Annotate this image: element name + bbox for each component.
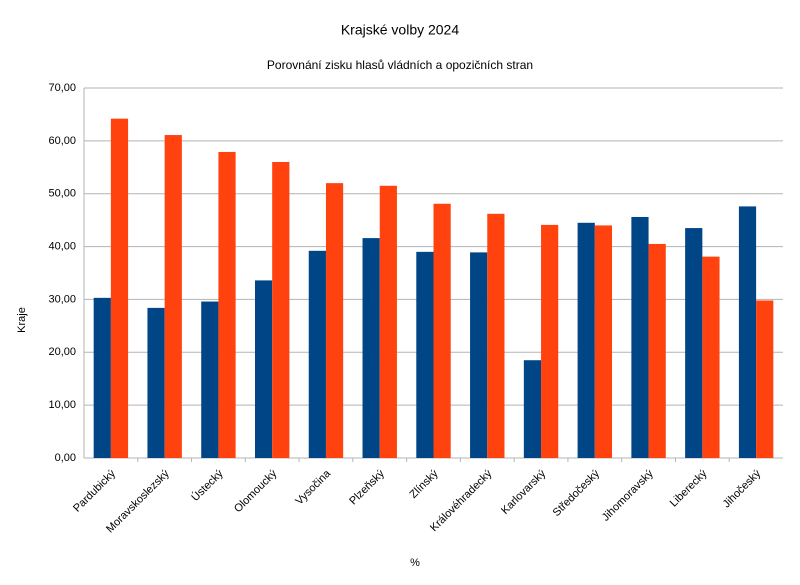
y-tick-label: 20,00	[48, 346, 76, 358]
bar	[541, 224, 559, 458]
bar	[201, 301, 219, 458]
bar	[594, 225, 613, 458]
bar	[379, 185, 397, 459]
bar	[702, 256, 720, 458]
bar	[254, 280, 273, 458]
bar	[93, 297, 111, 458]
y-tick-label: 60,00	[48, 135, 76, 147]
x-axis-label: %	[410, 557, 420, 569]
y-tick-label: 70,00	[48, 82, 76, 94]
bar	[147, 307, 165, 458]
bar	[416, 251, 434, 458]
chart-subtitle: Porovnání zisku hlasů vládních a opozičn…	[267, 58, 533, 72]
bar	[218, 151, 236, 458]
bar	[164, 135, 182, 459]
bar	[487, 213, 505, 458]
bar	[738, 206, 757, 458]
bar	[308, 250, 326, 458]
y-tick-label: 50,00	[48, 188, 76, 200]
bar	[325, 183, 344, 458]
y-tick-label: 0,00	[55, 452, 76, 464]
bar	[272, 162, 290, 458]
bar	[648, 243, 666, 458]
y-tick-label: 40,00	[48, 240, 76, 252]
bar	[433, 203, 451, 458]
bar	[631, 216, 649, 458]
bar	[470, 252, 488, 458]
y-tick-label: 10,00	[48, 399, 76, 411]
bar	[523, 360, 542, 458]
bar	[577, 222, 595, 458]
y-tick-label: 30,00	[48, 293, 76, 305]
bar	[110, 118, 129, 459]
y-axis-label: Kraje	[16, 307, 28, 333]
bar	[756, 300, 774, 458]
chart-title: Krajské volby 2024	[341, 22, 460, 38]
bar	[685, 228, 703, 458]
bar	[362, 238, 380, 458]
